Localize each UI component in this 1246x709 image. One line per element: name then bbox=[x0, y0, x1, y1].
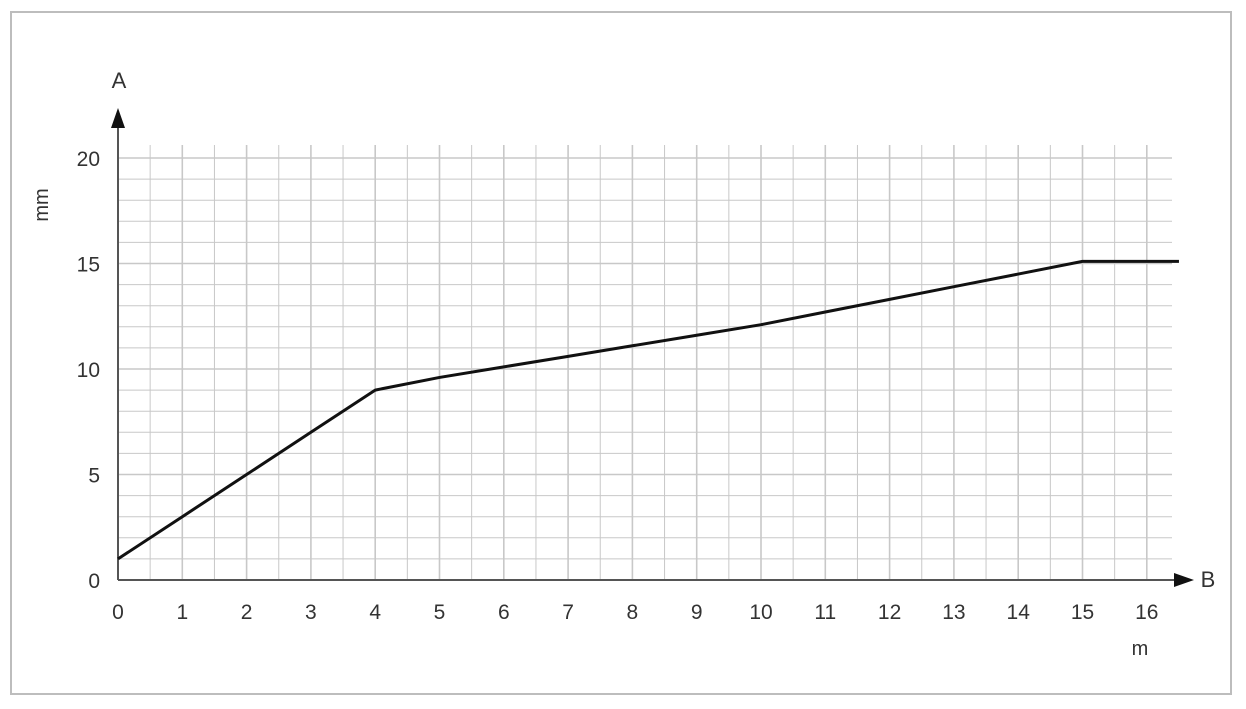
x-tick-label: 15 bbox=[1071, 601, 1094, 624]
x-axis-unit-label: m bbox=[1132, 638, 1149, 660]
x-tick-label: 12 bbox=[878, 601, 901, 624]
x-tick-label: 8 bbox=[627, 601, 639, 624]
x-tick-label: 7 bbox=[562, 601, 574, 624]
y-tick-label: 10 bbox=[77, 359, 100, 382]
grid-lines bbox=[118, 145, 1172, 580]
y-tick-label: 5 bbox=[88, 465, 100, 488]
x-tick-label: 14 bbox=[1007, 601, 1031, 624]
x-tick-label: 6 bbox=[498, 601, 510, 624]
axes bbox=[111, 108, 1194, 587]
x-tick-label: 11 bbox=[814, 601, 836, 624]
y-tick-label: 0 bbox=[88, 570, 100, 593]
x-tick-label: 13 bbox=[942, 601, 965, 624]
x-tick-label: 0 bbox=[112, 601, 124, 624]
y-axis-arrow bbox=[111, 108, 125, 128]
x-axis-arrow bbox=[1174, 573, 1194, 587]
x-tick-label: 10 bbox=[749, 601, 772, 624]
x-tick-label: 3 bbox=[305, 601, 317, 624]
series-group bbox=[117, 259, 1179, 561]
y-tick-label: 15 bbox=[77, 254, 100, 277]
y-axis-name: A bbox=[112, 68, 127, 93]
x-tick-label: 4 bbox=[369, 601, 381, 624]
x-tick-label: 1 bbox=[176, 601, 188, 624]
y-tick-label: 20 bbox=[77, 148, 100, 171]
x-tick-label: 5 bbox=[434, 601, 446, 624]
x-tick-label: 9 bbox=[691, 601, 703, 624]
x-axis-name: B bbox=[1201, 567, 1216, 592]
y-axis-unit-label: mm bbox=[31, 188, 53, 221]
x-tick-label: 2 bbox=[241, 601, 253, 624]
series-line bbox=[117, 259, 1179, 561]
x-tick-label: 16 bbox=[1135, 601, 1158, 624]
